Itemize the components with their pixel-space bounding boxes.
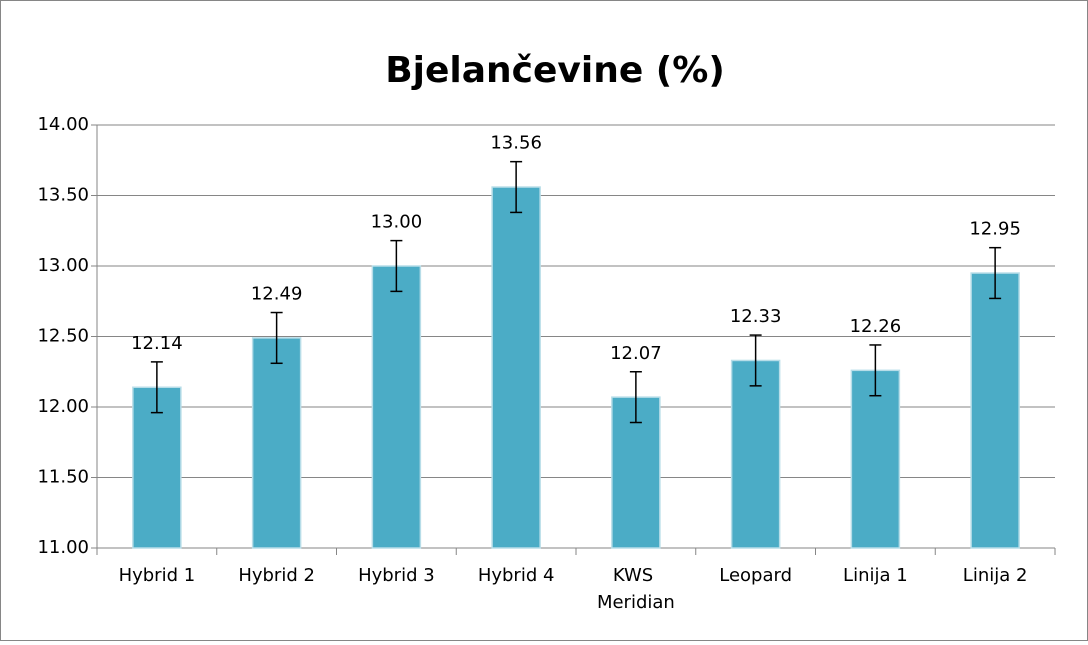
y-tick-label: 14.00: [37, 114, 89, 135]
value-label: 12.07: [610, 343, 662, 364]
x-tick-label: Leopard: [719, 565, 792, 586]
value-label: 12.49: [251, 284, 303, 305]
y-tick-label: 12.00: [37, 396, 89, 417]
value-label: 12.95: [969, 219, 1021, 240]
value-label: 13.00: [371, 212, 423, 233]
bar: [491, 186, 541, 549]
x-tick-label: Hybrid 2: [238, 565, 315, 586]
value-label: 12.14: [131, 333, 183, 354]
x-tick-label: KWS Meridian: [597, 565, 675, 613]
y-tick-label: 12.50: [37, 326, 89, 347]
bar: [132, 386, 182, 549]
value-label: 13.56: [490, 133, 542, 154]
value-label: 12.33: [730, 306, 782, 327]
chart-title: Bjelančevine (%): [385, 50, 725, 91]
bar: [970, 272, 1020, 549]
y-tick-label: 13.50: [37, 185, 89, 206]
bar: [850, 369, 901, 549]
y-tick-label: 11.50: [37, 467, 89, 488]
bar: [371, 265, 422, 549]
x-tick-label: Hybrid 1: [119, 565, 196, 586]
value-label: 12.26: [850, 316, 902, 337]
x-tick-label: Hybrid 3: [358, 565, 435, 586]
y-tick-label: 13.00: [37, 255, 89, 276]
x-tick-label: Linija 1: [843, 565, 908, 586]
x-tick-label: Hybrid 4: [478, 565, 555, 586]
bar: [251, 337, 302, 549]
bar: [730, 359, 781, 549]
y-tick-label: 11.00: [37, 537, 89, 558]
x-tick-label: Linija 2: [963, 565, 1028, 586]
